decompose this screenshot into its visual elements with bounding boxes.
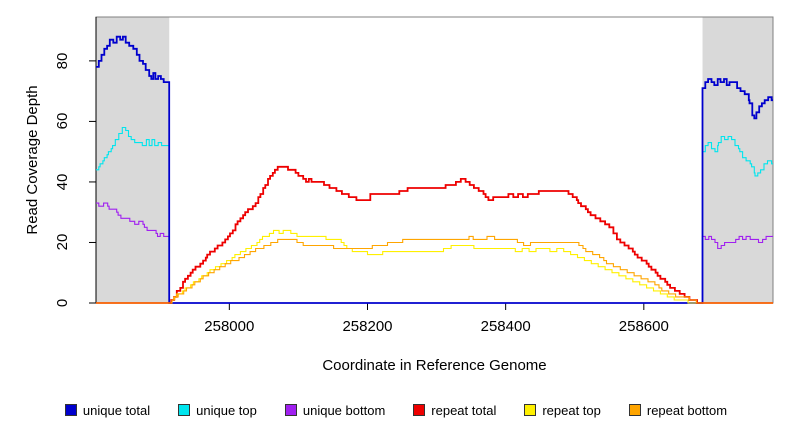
- x-tick-label: 258200: [342, 318, 393, 335]
- y-tick-label: 40: [54, 173, 71, 191]
- legend: unique total unique top unique bottom repea…: [0, 398, 792, 422]
- legend-label: repeat top: [542, 402, 601, 418]
- y-tick-label: 20: [54, 234, 71, 251]
- legend-label: repeat bottom: [646, 402, 728, 418]
- plot-box: [95, 16, 774, 304]
- x-axis-title: Coordinate in Reference Genome: [322, 357, 547, 374]
- legend-swatch-icon: [64, 404, 77, 416]
- legend-item-repeat-top: repeat top: [524, 403, 601, 418]
- x-tick-label: 258000: [204, 318, 255, 335]
- legend-item-unique-total: unique total: [64, 402, 151, 418]
- shaded-region: [96, 17, 170, 303]
- x-tick-label: 258600: [618, 318, 669, 335]
- legend-item-unique-bottom: unique bottom: [284, 402, 386, 418]
- legend-item-repeat-bottom: repeat bottom: [628, 402, 728, 418]
- series-repeat-top: [96, 229, 773, 304]
- shaded-region: [702, 17, 773, 303]
- legend-swatch-icon: [178, 404, 191, 416]
- legend-swatch-icon: [413, 404, 426, 416]
- legend-label: unique total: [82, 402, 151, 418]
- legend-swatch-icon: [524, 404, 537, 416]
- series-unique-top: [96, 126, 773, 304]
- legend-label: unique bottom: [302, 402, 386, 418]
- x-tick-label: 258400: [480, 318, 531, 335]
- y-axis-title: Read Coverage Depth: [24, 85, 41, 235]
- y-tick-label: 60: [54, 113, 71, 130]
- series-repeat-total: [96, 165, 773, 304]
- series-unique-total: [96, 35, 773, 304]
- legend-item-unique-top: unique top: [178, 403, 257, 418]
- y-tick-label: 80: [54, 52, 71, 70]
- legend-swatch-icon: [284, 404, 297, 416]
- legend-swatch-icon: [628, 404, 641, 416]
- y-tick-label: 0: [54, 298, 71, 308]
- legend-item-repeat-total: repeat total: [413, 403, 496, 418]
- legend-label: repeat total: [431, 402, 497, 418]
- series-repeat-bottom: [96, 235, 773, 304]
- legend-label: unique top: [196, 402, 257, 418]
